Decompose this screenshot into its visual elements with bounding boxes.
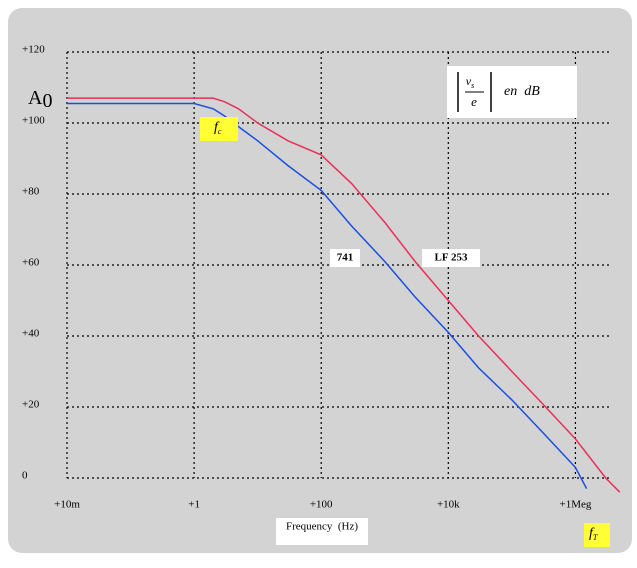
ft-sub: T: [593, 533, 598, 542]
y-tick-label: +40: [22, 328, 40, 340]
a0-label: A0: [28, 87, 52, 112]
y-tick-label: +80: [22, 186, 40, 198]
ft-box: [584, 523, 610, 547]
series-line: [67, 102, 588, 489]
series-label-box: [330, 249, 360, 267]
y-tick-label: +120: [22, 44, 45, 56]
y-tick-label: +60: [22, 257, 40, 269]
formula-numerator: vs: [466, 74, 474, 90]
formula-num: v: [466, 74, 472, 88]
x-axis-label: Frequency (Hz): [286, 521, 358, 533]
fc-box: [200, 117, 238, 141]
series-label: LF 253: [435, 252, 468, 264]
ft-text: f: [589, 526, 595, 541]
formula-denominator: e: [471, 94, 477, 109]
formula-num-sub: s: [471, 81, 474, 90]
x-tick-label: +100: [310, 499, 333, 511]
series-line: [67, 97, 621, 493]
a0-text: A: [28, 87, 43, 109]
x-tick-label: +1: [188, 499, 200, 511]
fc-label: fc: [214, 120, 222, 136]
fc-sub: c: [218, 127, 222, 136]
y-tick-label: +20: [22, 399, 40, 411]
plot: [67, 97, 621, 493]
fc-text: f: [214, 120, 220, 135]
a0-sub: 0: [42, 90, 52, 112]
y-tick-label: +100: [22, 115, 45, 127]
x-tick-label: +1Meg: [559, 499, 591, 511]
x-label-box: [276, 518, 368, 545]
series-label: 741: [337, 252, 354, 264]
formula-unit: en dB: [504, 84, 540, 99]
chart-background: [8, 8, 632, 553]
x-tick-label: +10m: [54, 499, 80, 511]
x-tick-label: +10k: [437, 499, 460, 511]
series-label-box: [422, 249, 480, 267]
y-tick-label: 0: [22, 470, 28, 482]
ft-label: fT: [589, 526, 598, 542]
